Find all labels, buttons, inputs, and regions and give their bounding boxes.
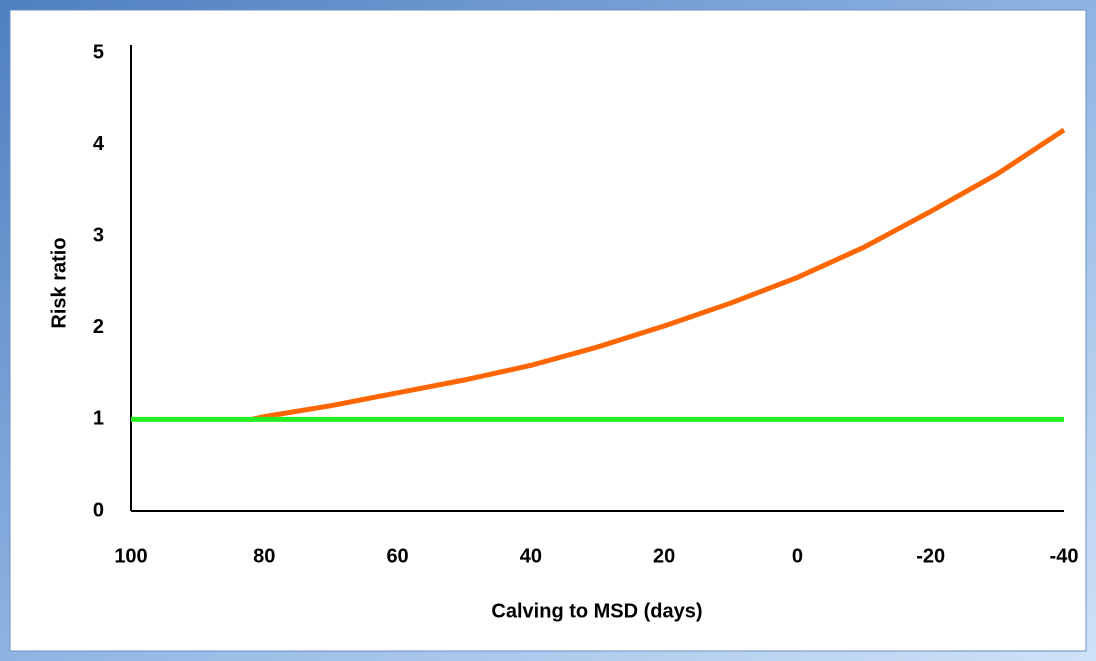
x-tick-label: 20 [653,545,675,567]
y-tick-label: 5 [93,41,104,63]
x-tick-label: 80 [253,545,275,567]
plot-background [9,9,1087,652]
y-tick-label: 0 [93,499,104,521]
x-tick-label: 60 [386,545,408,567]
line-series [250,127,1066,422]
y-tick-label: 4 [93,133,105,155]
x-tick-label: 0 [792,545,803,567]
x-tick-label: -20 [916,545,945,567]
y-tick-label: 1 [93,408,104,430]
x-tick-label: 100 [114,545,147,567]
y-tick-label: 3 [93,224,104,246]
x-tick-label: 40 [520,545,542,567]
x-axis-label: Calving to MSD (days) [491,600,702,622]
x-tick-label: -40 [1050,545,1079,567]
y-axis-label: Risk ratio [48,237,70,328]
y-tick-label: 2 [93,316,104,338]
